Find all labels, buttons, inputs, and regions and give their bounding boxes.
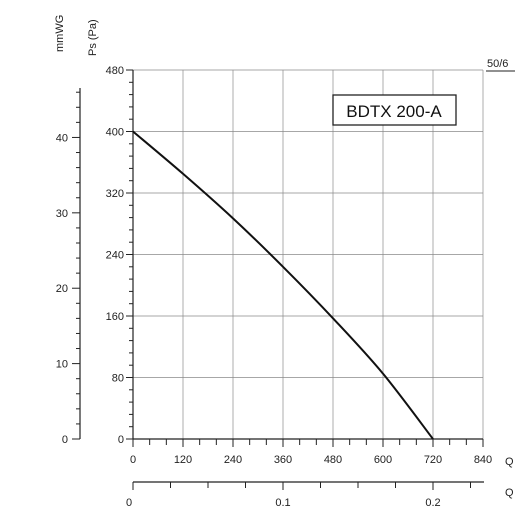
pressure-curve-line [132,130,434,440]
y-tick-label: 320 [106,188,124,200]
y-tick-label: 240 [106,250,124,262]
series-layer [132,130,434,440]
mmwg-tick-label: 20 [56,283,68,295]
x-tick-label: 0 [130,454,136,466]
mmwg-tick-label: 30 [56,208,68,220]
tick-marks [72,69,484,490]
secondary-q-axis-title: Q [505,487,514,499]
grid-lines [133,69,484,439]
mmwg-axis-title: mmWG [54,15,66,52]
x-tick-label: 480 [324,454,342,466]
secondary-x-tick-label: 0 [126,497,132,509]
x-tick-label: 720 [424,454,442,466]
corner-label: 50/6 [487,58,508,70]
secondary-x-tick-label: 0.2 [425,497,440,509]
mmwg-tick-label: 10 [56,359,68,371]
mmwg-tick-label: 0 [62,434,68,446]
y-tick-label: 400 [106,127,124,139]
pressure-axis-title: Ps (Pa) [87,19,99,56]
x-tick-label: 840 [474,454,492,466]
y-tick-label: 80 [112,373,124,385]
x-tick-label: 120 [174,454,192,466]
mmwg-tick-label: 40 [56,132,68,144]
x-tick-label: 360 [274,454,292,466]
y-tick-label: 160 [106,311,124,323]
secondary-x-tick-label: 0.1 [275,497,290,509]
x-tick-label: 240 [224,454,242,466]
x-tick-label: 600 [374,454,392,466]
model-label: BDTX 200-A [346,102,442,121]
y-tick-label: 0 [118,434,124,446]
q-axis-title: Q [505,456,514,468]
model-label-box [332,94,457,126]
y-tick-label: 480 [106,65,124,77]
